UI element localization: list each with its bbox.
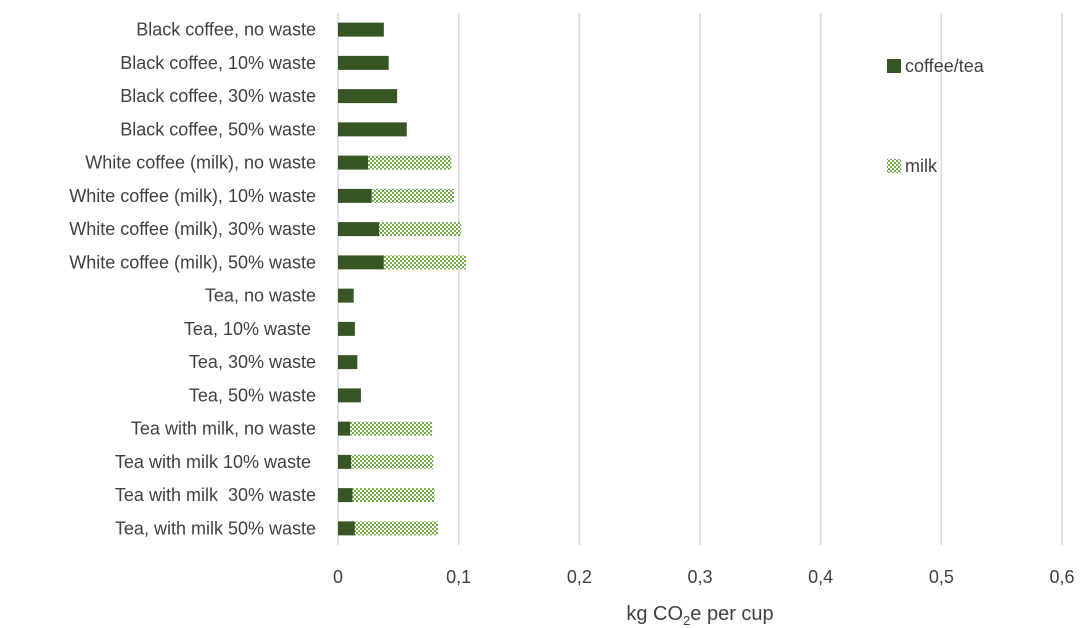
category-label: White coffee (milk), no waste <box>85 153 316 173</box>
category-label: White coffee (milk), 10% waste <box>69 186 316 206</box>
bar-coffee-tea <box>338 89 398 104</box>
category-label: Tea with milk 10% waste <box>115 452 316 472</box>
x-tick-label: 0,6 <box>1049 567 1074 587</box>
bar-milk <box>371 188 454 203</box>
category-label: Black coffee, 50% waste <box>120 119 316 139</box>
x-tick-labels: 0 0,1 0,2 0,3 0,4 0,5 0,6 <box>333 567 1075 587</box>
category-label: Tea, 50% waste <box>189 385 316 405</box>
x-tick-label: 0,4 <box>808 567 833 587</box>
bar-coffee-tea <box>338 155 369 170</box>
category-label: Black coffee, 30% waste <box>120 86 316 106</box>
category-label: Black coffee, no waste <box>136 20 316 40</box>
x-axis-title-subscript: 2 <box>683 613 690 628</box>
legend-swatch-milk <box>887 159 901 173</box>
bar-coffee-tea <box>338 222 380 237</box>
legend: coffee/tea milk <box>887 56 985 176</box>
bar-milk <box>379 222 462 237</box>
bar-coffee-tea <box>338 255 384 270</box>
category-label: White coffee (milk), 30% waste <box>69 219 316 239</box>
bar-milk <box>368 155 452 170</box>
x-tick-label: 0,1 <box>446 567 471 587</box>
bar-coffee-tea <box>338 388 361 403</box>
bar-coffee-tea <box>338 288 354 303</box>
bar-milk <box>352 488 435 503</box>
x-tick-label: 0 <box>333 567 343 587</box>
x-axis-title-part-3: e per cup <box>690 603 773 625</box>
bar-milk <box>351 454 434 469</box>
category-label: Tea, no waste <box>205 286 316 306</box>
bar-coffee-tea <box>338 355 358 370</box>
bars-group <box>338 22 466 536</box>
x-tick-label: 0,3 <box>687 567 712 587</box>
category-label: Tea with milk 30% waste <box>115 485 316 505</box>
bar-milk <box>350 421 433 436</box>
category-label: Tea with milk, no waste <box>131 419 316 439</box>
category-label: White coffee (milk), 50% waste <box>69 252 316 272</box>
legend-label-milk: milk <box>905 156 938 176</box>
bar-coffee-tea <box>338 55 389 70</box>
bar-coffee-tea <box>338 488 353 503</box>
bar-coffee-tea <box>338 122 407 137</box>
x-axis-title: kg CO2e per cup <box>626 603 773 628</box>
x-axis-title-part-1: kg CO <box>626 603 683 625</box>
x-tick-label: 0,5 <box>929 567 954 587</box>
bar-milk <box>383 255 466 270</box>
bar-milk <box>354 521 439 536</box>
category-label: Tea, 10% waste <box>184 319 316 339</box>
bar-coffee-tea <box>338 421 351 436</box>
legend-label-coffee-tea: coffee/tea <box>905 56 985 76</box>
category-label: Tea, with milk 50% waste <box>115 518 316 538</box>
x-tick-label: 0,2 <box>567 567 592 587</box>
bar-coffee-tea <box>338 22 384 37</box>
bar-coffee-tea <box>338 321 355 336</box>
category-label: Tea, 30% waste <box>189 352 316 372</box>
bar-coffee-tea <box>338 188 372 203</box>
bar-coffee-tea <box>338 454 352 469</box>
bar-coffee-tea <box>338 521 355 536</box>
category-label: Black coffee, 10% waste <box>120 53 316 73</box>
category-labels: Black coffee, no waste Black coffee, 10% … <box>69 20 316 539</box>
legend-swatch-coffee-tea <box>887 59 901 73</box>
gridlines <box>337 13 1063 545</box>
